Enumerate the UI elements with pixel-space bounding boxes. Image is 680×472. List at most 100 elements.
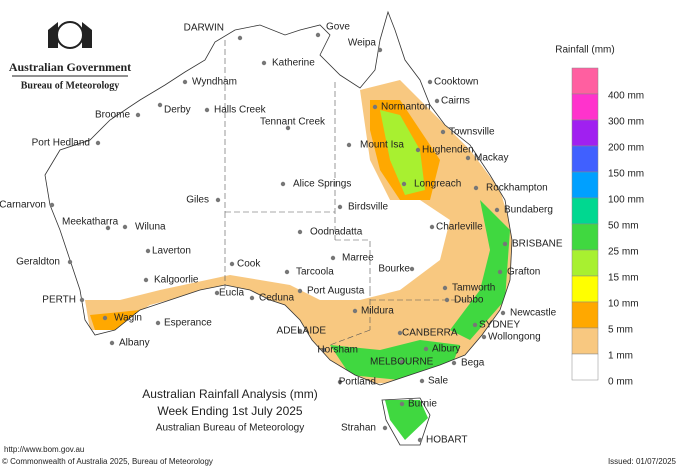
place-dot: [401, 181, 407, 187]
bureau: Bureau of Meteorology: [21, 80, 120, 91]
place-dot: [204, 107, 210, 113]
place-label: Marree: [342, 253, 374, 264]
place-label: Weipa: [348, 38, 377, 49]
place-dot: [145, 248, 151, 254]
place-dot: [382, 425, 388, 431]
place-dot: [284, 269, 290, 275]
place-dot: [502, 241, 508, 247]
place-dot: [429, 224, 435, 230]
place-dot: [157, 102, 163, 108]
legend-label: 300 mm: [608, 117, 644, 128]
place-dot: [399, 359, 405, 365]
legend-label: 5 mm: [608, 325, 633, 336]
place-dot: [229, 261, 235, 267]
legend-label: 1 mm: [608, 351, 633, 362]
place-dot: [352, 308, 358, 314]
place-dot: [465, 155, 471, 161]
place-dot: [427, 79, 433, 85]
place-label: Dubbo: [454, 295, 484, 306]
place-label: Carnarvon: [0, 200, 46, 211]
place-dot: [315, 32, 321, 38]
place-dot: [442, 285, 448, 291]
legend-label: 15 mm: [608, 273, 639, 284]
place-dot: [122, 224, 128, 230]
place-label: Giles: [186, 195, 209, 206]
place-dot: [473, 185, 479, 191]
place-dot: [49, 202, 55, 208]
legend-swatch: [571, 93, 599, 121]
place-label: Longreach: [414, 179, 461, 190]
place-label: Wyndham: [192, 77, 237, 88]
place-dot: [105, 225, 111, 231]
place-label: Newcastle: [510, 308, 557, 319]
place-label: Mount Isa: [360, 140, 404, 151]
legend-label: 200 mm: [608, 143, 644, 154]
place-label: DARWIN: [184, 23, 224, 34]
place-label: Wollongong: [488, 332, 541, 343]
place-dot: [417, 437, 423, 443]
place-dot: [377, 47, 383, 53]
place-label: Sale: [428, 376, 448, 387]
legend-swatch: [571, 275, 599, 303]
legend-label: 150 mm: [608, 169, 644, 180]
place-label: Townsville: [449, 127, 495, 138]
place-dot: [261, 60, 267, 66]
legend-label: 10 mm: [608, 299, 639, 310]
place-label: Burnie: [408, 399, 437, 410]
place-label: CANBERRA: [402, 328, 458, 339]
place-label: BRISBANE: [512, 239, 563, 250]
place-label: Halls Creek: [214, 105, 267, 116]
place-label: Grafton: [507, 267, 540, 278]
place-label: PERTH: [42, 295, 76, 306]
copyright: © Commonwealth of Australia 2025, Bureau…: [2, 457, 213, 466]
place-label: Charleville: [436, 222, 483, 233]
places: DARWIN Gove Weipa Katherine Wyndham Cooktown D…: [0, 22, 563, 446]
place-dot: [434, 98, 440, 104]
place-dot: [109, 340, 115, 346]
place-label: Cook: [237, 259, 261, 270]
place-dot: [415, 147, 421, 153]
legend-swatch: [571, 197, 599, 225]
legend-swatch: [571, 353, 599, 381]
place-label: Alice Springs: [293, 179, 351, 190]
legend-label: 50 mm: [608, 221, 639, 232]
legend-swatch: [571, 119, 599, 147]
place-dot: [330, 255, 336, 261]
place-label: Cooktown: [434, 77, 478, 88]
place-dot: [143, 277, 149, 283]
legend-swatch: [571, 249, 599, 277]
place-label: Strahan: [341, 423, 376, 434]
legend-title: Rainfall (mm): [555, 45, 614, 56]
caption-line: Australian Bureau of Meteorology: [156, 423, 304, 434]
place-label: Normanton: [381, 102, 430, 113]
place-dot: [409, 266, 415, 272]
place-dot: [399, 401, 405, 407]
place-label: Oodnadatta: [310, 227, 363, 238]
place-label: ADELAIDE: [277, 326, 327, 337]
legend-label: 100 mm: [608, 195, 644, 206]
place-dot: [297, 288, 303, 294]
place-dot: [182, 79, 188, 85]
place-label: Portland: [339, 377, 376, 388]
issued: Issued: 01/07/2025: [608, 457, 677, 466]
place-label: Albury: [432, 344, 460, 355]
legend-label: 25 mm: [608, 247, 639, 258]
place-label: Kalgoorlie: [154, 275, 199, 286]
place-label: Horsham: [317, 345, 358, 356]
place-dot: [249, 295, 255, 301]
state-borders: [224, 40, 470, 346]
place-label: Laverton: [152, 246, 191, 257]
place-label: Birdsville: [348, 202, 388, 213]
place-label: Mackay: [474, 153, 508, 164]
place-dot: [280, 181, 286, 187]
place-label: Wagin: [114, 313, 142, 324]
place-label: SYDNEY: [479, 320, 520, 331]
legend-label: 400 mm: [608, 91, 644, 102]
legend-label: 0 mm: [608, 377, 633, 388]
place-dot: [346, 142, 352, 148]
legend: 400 mm 300 mm 200 mm 150 mm 100 mm 50 mm 25 mm…: [571, 67, 644, 388]
legend-swatch: [571, 327, 599, 355]
place-dot: [297, 328, 303, 334]
place-label: Wiluna: [135, 222, 166, 233]
caption-line: Week Ending 1st July 2025: [157, 404, 303, 418]
